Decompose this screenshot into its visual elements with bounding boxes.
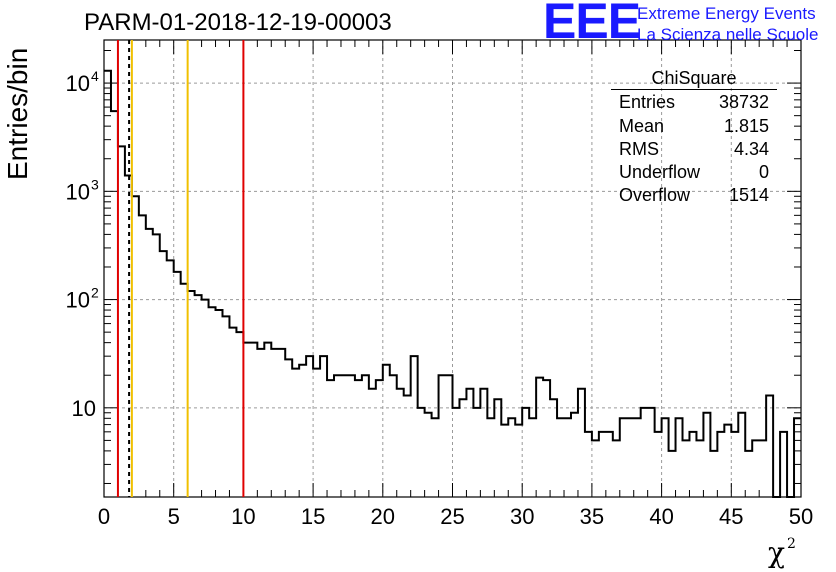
y-tick-label: 10 4 [66, 68, 99, 96]
y-tick-base: 10 [66, 288, 90, 313]
stats-box: ChiSquare Entries 38732 Mean 1.815 RMS 4… [611, 68, 777, 206]
x-tick-label: 0 [98, 504, 110, 529]
histogram-series [104, 69, 801, 498]
y-tick-exponent: 2 [91, 285, 99, 301]
x-tick-label: 10 [231, 504, 255, 529]
y-tick-base: 10 [72, 396, 96, 421]
x-tick-labels: 0 5 10 15 20 25 30 35 40 45 50 [98, 504, 813, 529]
stats-key: Underflow [619, 162, 701, 182]
logo-mark: EEE [543, 0, 641, 49]
stats-value: 1514 [728, 185, 769, 205]
page-title: PARM-01-2018-12-19-00003 [84, 9, 392, 36]
x-tick-label: 20 [371, 504, 395, 529]
logo-line-1: Extreme Energy Events [637, 4, 816, 23]
y-tick-exponent: 3 [91, 176, 99, 192]
stats-divider [611, 89, 777, 90]
logo-line-2: La Scienza nelle Scuole [637, 25, 819, 44]
y-tick-label: 10 2 [66, 285, 99, 313]
x-tick-label: 40 [649, 504, 673, 529]
y-tick-exponent: 4 [91, 68, 99, 84]
stats-key: Entries [619, 92, 676, 112]
y-tick-base: 10 [66, 71, 90, 96]
y-axis-label: Entries/bin [2, 47, 33, 180]
stats-title: ChiSquare [651, 68, 737, 88]
stats-value: 4.34 [733, 139, 769, 159]
x-tick-label: 35 [580, 504, 604, 529]
reference-lines [116, 40, 245, 497]
stats-value: 0 [758, 162, 769, 182]
stats-value: 1.815 [723, 116, 769, 136]
stats-key: Overflow [619, 185, 691, 205]
x-tick-label: 5 [168, 504, 180, 529]
stats-value: 38732 [718, 92, 769, 112]
x-tick-label: 25 [440, 504, 464, 529]
x-tick-label: 15 [301, 504, 325, 529]
y-tick-base: 10 [66, 179, 90, 204]
stats-key: Mean [619, 116, 665, 136]
x-tick-label: 45 [719, 504, 743, 529]
x-tick-label: 30 [510, 504, 534, 529]
stats-key: RMS [619, 139, 659, 159]
y-tick-label: 10 3 [66, 176, 99, 204]
x-tick-label: 50 [789, 504, 813, 529]
y-tick-label: 10 [72, 396, 96, 421]
